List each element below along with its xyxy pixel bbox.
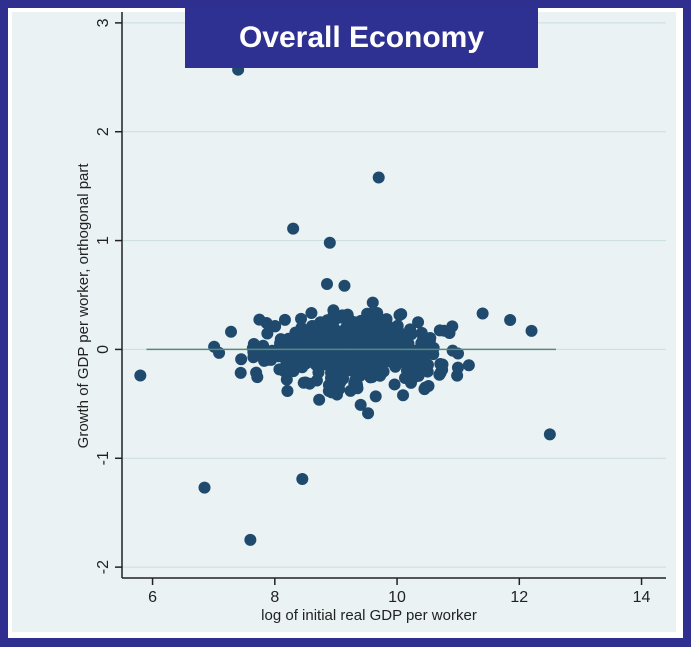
data-point [427, 341, 440, 354]
data-point [451, 361, 464, 374]
data-point [296, 472, 309, 485]
data-point [341, 321, 354, 334]
data-point [543, 428, 556, 441]
data-point [287, 222, 300, 235]
data-point [396, 336, 409, 349]
data-point [326, 385, 339, 398]
data-point [313, 393, 326, 406]
data-point [198, 481, 211, 494]
data-point [362, 358, 375, 371]
data-point [338, 279, 351, 292]
data-point [395, 308, 408, 321]
data-point [261, 327, 274, 340]
data-point [433, 324, 446, 337]
y-tick-label-4: 2 [95, 127, 112, 136]
data-point [294, 344, 307, 357]
data-point [304, 355, 317, 368]
y-tick-label-3: 1 [95, 236, 112, 245]
data-point [388, 378, 401, 391]
data-point [375, 360, 388, 373]
data-point [410, 353, 423, 366]
data-point [247, 351, 260, 364]
data-point [273, 363, 286, 376]
data-point [462, 359, 475, 372]
y-axis-title: Growth of GDP per worker, orthogonal par… [75, 163, 92, 449]
data-point [323, 236, 336, 249]
data-point [354, 344, 367, 357]
data-point [295, 312, 308, 325]
data-point [405, 328, 418, 341]
data-point [235, 353, 248, 366]
data-point [371, 307, 384, 320]
data-point [305, 306, 318, 319]
data-point [134, 369, 147, 382]
data-point [362, 407, 375, 420]
data-point [319, 355, 332, 368]
data-point [244, 533, 257, 546]
data-point [353, 367, 366, 380]
data-point [369, 390, 382, 403]
data-point [397, 389, 410, 402]
data-point [361, 307, 374, 320]
data-point [504, 314, 517, 327]
data-point [281, 384, 294, 397]
data-point [412, 316, 425, 329]
data-point [372, 171, 385, 184]
data-point [391, 319, 404, 332]
data-point [253, 313, 266, 326]
y-tick-label-5: 3 [95, 18, 112, 27]
data-point [274, 337, 287, 350]
data-point [269, 319, 282, 332]
data-point [351, 378, 364, 391]
data-point [321, 277, 334, 290]
data-point [225, 325, 238, 338]
data-point [370, 322, 383, 335]
data-point [433, 368, 446, 381]
data-point [422, 380, 435, 393]
data-point [307, 330, 320, 343]
data-point [436, 358, 449, 371]
x-tick-label-2: 10 [388, 589, 406, 606]
data-point [278, 313, 291, 326]
data-point [525, 324, 538, 337]
data-point [417, 332, 430, 345]
data-point [344, 352, 357, 365]
data-point [354, 323, 367, 336]
data-point [410, 368, 423, 381]
data-point [325, 372, 338, 385]
y-tick-label-1: -1 [95, 451, 112, 465]
data-point [234, 366, 247, 379]
chart-title: Overall Economy [185, 8, 538, 68]
data-point [246, 342, 259, 355]
data-point [272, 350, 285, 363]
data-point [384, 355, 397, 368]
data-point [261, 353, 274, 366]
x-tick-label-3: 12 [510, 589, 528, 606]
data-point [251, 371, 264, 384]
data-point [280, 373, 293, 386]
data-point [305, 342, 318, 355]
data-point [322, 328, 335, 341]
y-tick-label-2: 0 [95, 345, 112, 354]
y-tick-label-0: -2 [95, 560, 112, 574]
data-point [329, 345, 342, 358]
data-point [446, 344, 459, 357]
data-point [380, 313, 393, 326]
data-point [297, 376, 310, 389]
x-tick-label-4: 14 [633, 589, 651, 606]
data-point [354, 398, 367, 411]
data-point [396, 356, 409, 369]
data-point [379, 330, 392, 343]
x-axis-title: log of initial real GDP per worker [261, 607, 477, 624]
x-tick-label-1: 8 [270, 589, 279, 606]
data-point [287, 354, 300, 367]
x-tick-label-0: 6 [148, 589, 157, 606]
data-point [476, 307, 489, 320]
data-point [366, 296, 379, 309]
